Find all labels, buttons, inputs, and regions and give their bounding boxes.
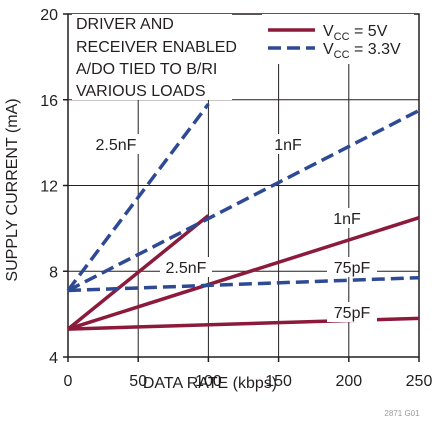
series-label-vcc5-2p5nf: 2.5nF [166,260,207,277]
series-label-vcc33-75pf: 75pF [334,260,371,277]
annotation-line-4: VARIOUS LOADS [76,83,206,100]
x-tick-label-100: 100 [195,373,222,390]
series-label-bg-vcc5-1nf [327,208,367,228]
x-axis-title: DATA RATE (kbps) [143,375,277,392]
x-tick-label-150: 150 [265,373,292,390]
series-line-vcc5-1nf [67,216,420,331]
legend-background [262,14,414,64]
y-axis-title: SUPPLY CURRENT (mA) [4,98,21,281]
x-tick-label-50: 50 [129,373,147,390]
y-tick-label-20: 20 [40,7,58,24]
legend: VCC = 5V VCC = 3.3V [262,14,414,64]
series-label-bg-vcc5-75pf [327,302,377,322]
legend-label-vcc33: VCC = 3.3V [323,41,401,61]
y-tick-label-4: 4 [49,350,58,367]
series-label-bg-vcc33-1nf [268,134,308,154]
annotation-line-1: DRIVER AND [76,16,174,33]
annotation-background [72,14,232,100]
annotation-line-2: RECEIVER ENABLED [76,39,237,56]
x-tick-label-200: 200 [335,373,362,390]
series-label-vcc33-2p5nf: 2.5nF [96,137,137,154]
series-label-bg-vcc5-2p5nf [160,257,212,277]
legend-label-vcc5: VCC = 5V [323,23,388,43]
x-tick-label-0: 0 [64,373,73,390]
series-label-vcc33-1nf: 1nF [274,137,302,154]
series-layer [66,102,420,331]
series-line-vcc33-2p5nf [66,102,210,292]
series-line-vcc5-2p5nf [66,214,210,331]
series-line-vcc33-75pf [67,275,420,293]
label-layer: 75pF 1nF 2.5nF 75pF 1nF 2.5nF [90,134,377,322]
figure-code: 2871 G01 [384,409,420,418]
series-label-bg-vcc33-75pf [327,257,377,277]
tick-layer: 0 50 100 150 200 250 4 8 12 16 20 [40,7,432,390]
series-label-vcc5-75pf: 75pF [334,305,371,322]
y-tick-label-12: 12 [40,179,58,196]
series-label-vcc5-1nf: 1nF [333,211,361,228]
annotation-line-3: A/DO TIED TO B/RI [76,61,217,78]
series-label-bg-vcc33-2p5nf [90,134,142,154]
y-tick-label-8: 8 [49,264,58,281]
y-tick-label-16: 16 [40,93,58,110]
series-line-vcc33-1nf [67,108,420,293]
annotation-block: DRIVER AND RECEIVER ENABLED A/DO TIED TO… [72,14,237,100]
x-tick-label-250: 250 [406,373,433,390]
